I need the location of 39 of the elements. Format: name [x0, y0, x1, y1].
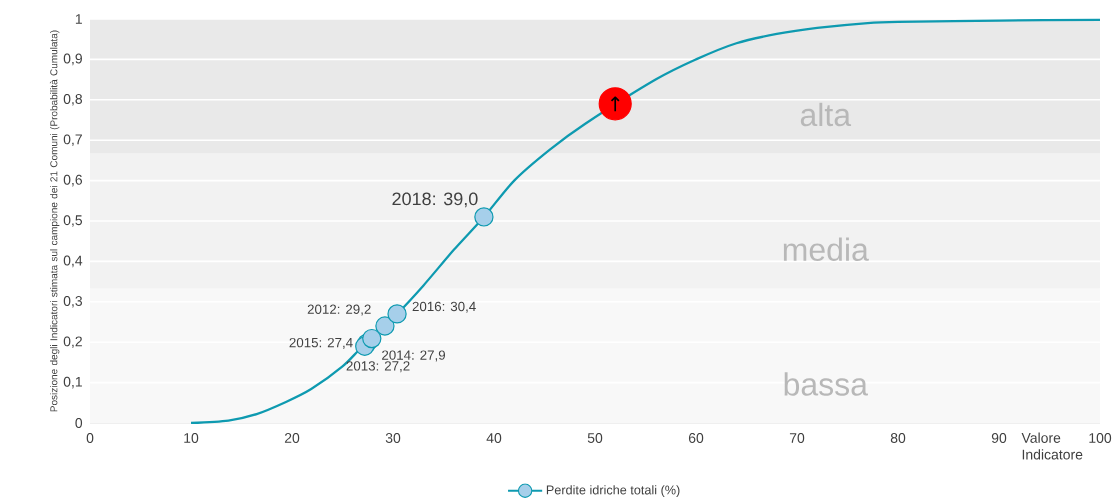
data-label: 2016: 30,4	[412, 301, 476, 313]
y-tick-label: 0,8	[63, 94, 83, 106]
y-tick-label: 0,3	[63, 296, 83, 308]
x-tick-label: 80	[890, 433, 906, 443]
legend-label: Perdite idriche totali (%)	[546, 485, 680, 497]
y-tick-label: 0,4	[63, 255, 83, 268]
x-tick-label: 0	[86, 433, 94, 443]
band-label: media	[783, 237, 869, 262]
x-tick-label: 70	[789, 433, 805, 443]
x-tick-label: 10	[184, 433, 199, 443]
y-tick-label: 0,6	[63, 174, 83, 187]
y-axis-title: Posizione degli Indicatori stimata sul campione dei 21 Comuni (Probabilità Cumulata)	[49, 30, 60, 412]
y-tick-label: 0,9	[63, 53, 82, 66]
x-tick-label: 60	[688, 433, 704, 443]
y-tick-label: 0,7	[63, 134, 82, 146]
y-tick-label: 0	[75, 418, 83, 428]
data-label: 2018: 39,0	[392, 192, 478, 208]
point	[474, 207, 494, 227]
x-axis-title: Valore Indicatore	[1021, 432, 1083, 460]
band-label: bassa	[784, 372, 868, 396]
data-label: 2015: 27,4	[289, 337, 353, 349]
y-tick-label: 0,2	[63, 336, 82, 348]
point	[387, 304, 407, 324]
data-label: 2014: 27,9	[382, 350, 446, 362]
x-tick-label: 50	[587, 433, 603, 443]
data-label: 2013: 27,2	[346, 361, 410, 373]
x-tick-label: 100	[1089, 433, 1112, 443]
x-tick-label: 20	[284, 433, 300, 443]
x-tick-label: 40	[486, 433, 502, 443]
y-tick-label: 0,1	[63, 376, 82, 389]
annotation: ↑	[610, 96, 620, 112]
y-tick-label: 0,5	[63, 215, 83, 227]
data-label: 2012: 29,2	[307, 304, 371, 316]
x-tick-label: 90	[991, 433, 1007, 443]
line-series	[189, 18, 1102, 425]
point	[375, 316, 395, 336]
y-tick-label: 1	[75, 14, 82, 24]
point	[362, 328, 382, 349]
x-tick-label: 30	[385, 433, 401, 443]
